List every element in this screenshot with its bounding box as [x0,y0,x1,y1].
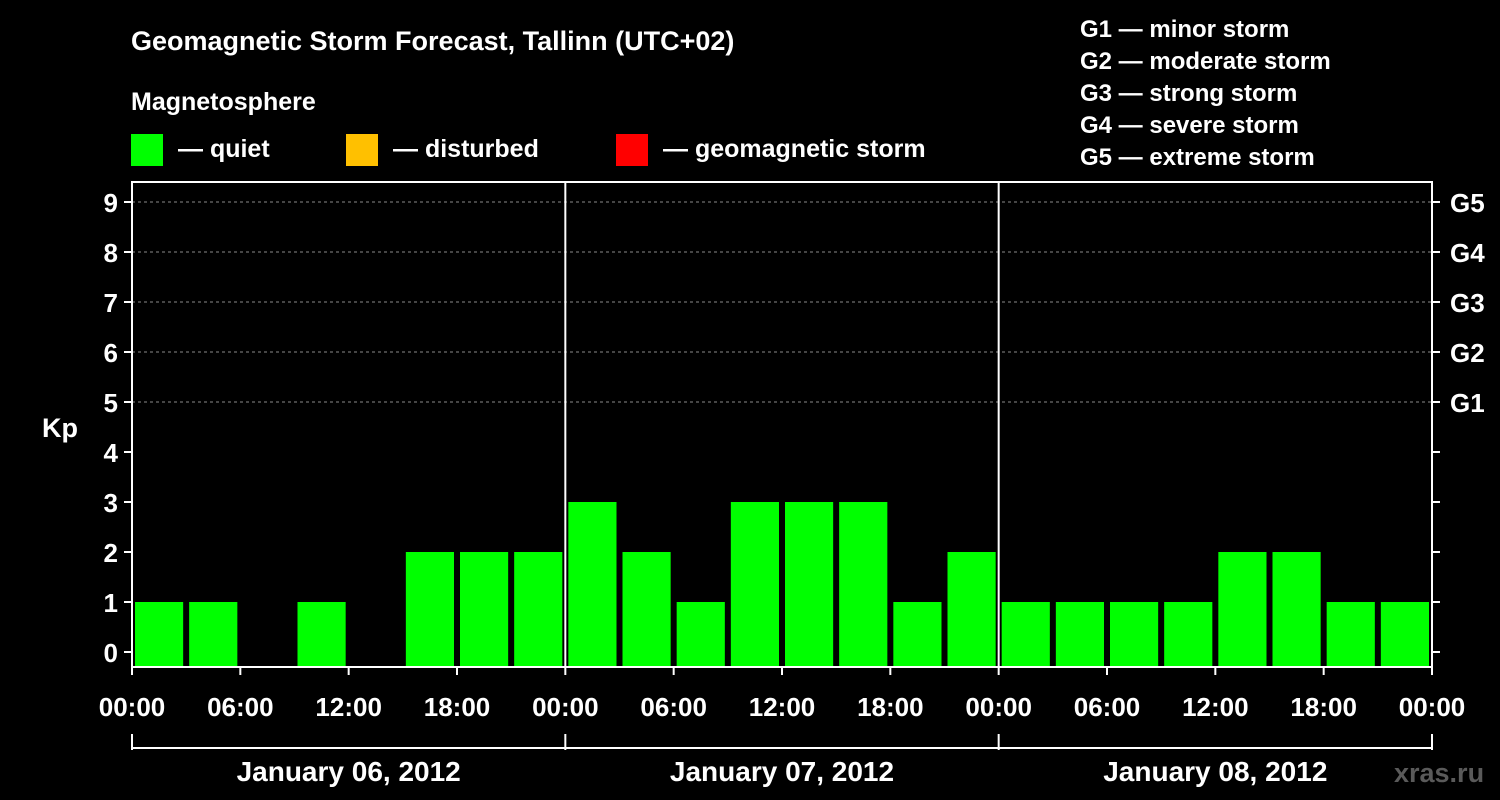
storm-scale-g3: G3 — strong storm [1080,80,1297,107]
x-tick-label: 00:00 [99,692,166,722]
day-label: January 06, 2012 [237,756,461,787]
day-label: January 07, 2012 [670,756,894,787]
legend-swatch-disturbed [346,134,378,166]
x-tick-label: 06:00 [207,692,274,722]
day-brackets: January 06, 2012 January 07, 2012 January … [131,734,1433,787]
kp-bar [135,602,184,667]
kp-bar [1326,602,1375,667]
kp-bar [1164,602,1213,667]
legend-label-storm: — geomagnetic storm [663,135,926,163]
y-tick-label: 9 [104,188,118,218]
day-label: January 08, 2012 [1103,756,1327,787]
x-tick-label: 18:00 [1290,692,1357,722]
chart-subtitle: Magnetosphere [131,88,316,116]
x-tick-label: 00:00 [1399,692,1466,722]
kp-bar [1380,602,1429,667]
kp-bar [189,602,238,667]
grid-lines [132,201,1432,403]
kp-bar [893,602,942,667]
storm-level-label: G1 [1450,388,1485,418]
storm-level-label: G2 [1450,338,1485,368]
x-tick-label: 12:00 [749,692,816,722]
x-tick-label: 00:00 [532,692,599,722]
kp-bar [730,502,779,667]
storm-scale-g1: G1 — minor storm [1080,16,1289,43]
kp-bar [1272,552,1321,667]
kp-bar [1110,602,1159,667]
x-tick-label: 12:00 [315,692,382,722]
kp-bar [839,502,888,667]
y-tick-label: 0 [104,638,118,668]
right-ticks: G1 G2 G3 G4 G5 [1432,188,1485,653]
x-tick-label: 00:00 [965,692,1032,722]
y-ticks: 0 1 2 3 4 5 6 7 8 9 [104,188,132,668]
x-tick-label: 18:00 [857,692,924,722]
x-tick-label: 12:00 [1182,692,1249,722]
storm-level-label: G5 [1450,188,1485,218]
storm-scale-g4: G4 — severe storm [1080,112,1299,139]
y-axis-label: Kp [42,413,78,443]
x-tick-label: 06:00 [640,692,707,722]
x-ticks: 00:00 06:00 12:00 18:00 00:00 06:00 12:00 18:00… [99,667,1466,722]
legend-label-disturbed: — disturbed [393,135,539,163]
storm-scale-g5: G5 — extreme storm [1080,144,1315,171]
y-tick-label: 4 [104,438,119,468]
kp-bar [622,552,671,667]
kp-bar [405,552,454,667]
kp-bar [297,602,346,667]
watermark: xras.ru [1394,758,1484,788]
legend-swatch-quiet [131,134,163,166]
kp-bar [1218,552,1267,667]
x-tick-label: 18:00 [424,692,491,722]
y-tick-label: 6 [104,338,118,368]
kp-bar [676,602,725,667]
kp-bar [514,552,563,667]
kp-bar [947,552,996,667]
kp-bar [460,552,509,667]
kp-bar [785,502,834,667]
storm-level-label: G3 [1450,288,1485,318]
chart-title: Geomagnetic Storm Forecast, Tallinn (UTC… [131,26,734,56]
y-tick-label: 3 [104,488,118,518]
y-tick-label: 7 [104,288,118,318]
storm-scale-g2: G2 — moderate storm [1080,48,1331,75]
y-tick-label: 1 [104,588,118,618]
kp-bar [568,502,617,667]
y-tick-label: 2 [104,538,118,568]
x-tick-label: 06:00 [1074,692,1141,722]
storm-level-label: G4 [1450,238,1485,268]
legend-label-quiet: — quiet [178,135,270,163]
kp-bar [1001,602,1050,667]
bars [135,502,1429,667]
y-tick-label: 8 [104,238,118,268]
legend-swatch-storm [616,134,648,166]
y-tick-label: 5 [104,388,118,418]
kp-bar [1055,602,1104,667]
